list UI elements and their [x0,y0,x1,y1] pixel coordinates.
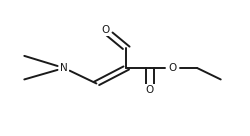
Text: N: N [60,63,68,73]
Text: O: O [146,85,154,95]
Text: O: O [101,25,109,35]
Text: O: O [168,63,176,73]
